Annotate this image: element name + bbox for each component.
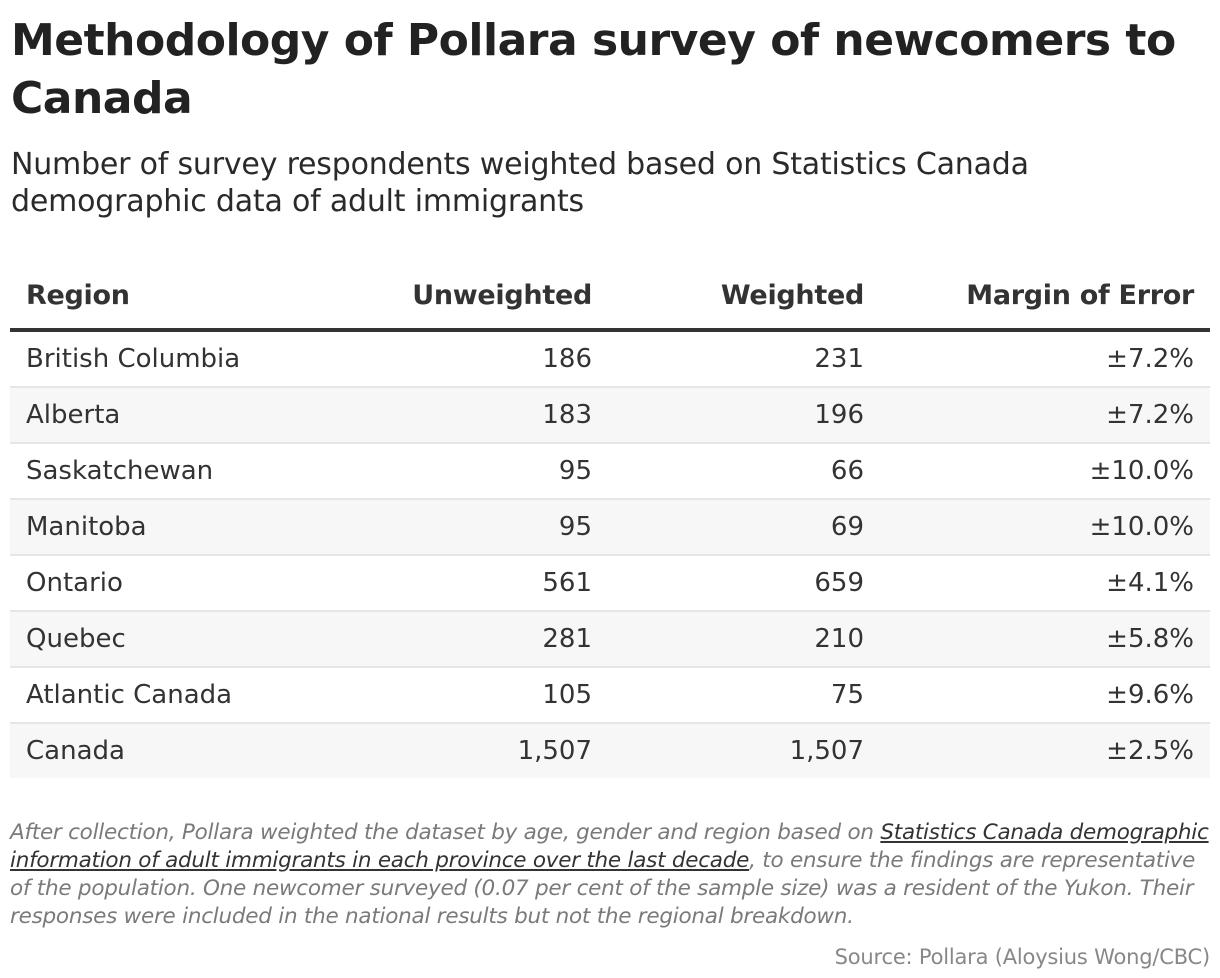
source-credit: Source: Pollara (Aloysius Wong/CBC) [834,945,1211,969]
statcan-demographic-link[interactable]: Statistics Canada demographic informatio… [10,820,1209,873]
region-cell: Manitoba [10,499,350,556]
weighted-cell: 196 [608,387,880,444]
chart-subtitle: Number of survey respondents weighted ba… [11,147,1029,219]
table-row: Quebec 281 210 ±5.8% [10,611,1210,668]
unweighted-cell: 1,507 [350,723,608,778]
table-header-row: Region Unweighted Weighted Margin of Err… [10,262,1210,332]
column-header-unweighted: Unweighted [350,262,608,332]
region-cell: British Columbia [10,330,350,388]
unweighted-cell: 281 [350,611,608,668]
margin-of-error-cell: ±2.5% [880,723,1210,778]
notes-text-before-link: After collection, Pollara weighted the d… [10,820,881,845]
region-cell: Quebec [10,611,350,668]
column-header-margin-of-error: Margin of Error [880,262,1210,332]
table-row: British Columbia 186 231 ±7.2% [10,330,1210,388]
unweighted-cell: 95 [350,443,608,500]
weighted-cell: 66 [608,443,880,500]
weighted-cell: 659 [608,555,880,612]
notes-text-after-link: , to ensure the findings are representat… [10,848,1196,929]
weighted-cell: 210 [608,611,880,668]
region-cell: Ontario [10,555,350,612]
unweighted-cell: 105 [350,667,608,724]
margin-of-error-cell: ±7.2% [880,387,1210,444]
column-header-weighted: Weighted [608,262,880,332]
table-row: Ontario 561 659 ±4.1% [10,555,1210,612]
table-row: Saskatchewan 95 66 ±10.0% [10,443,1210,500]
margin-of-error-cell: ±9.6% [880,667,1210,724]
unweighted-cell: 183 [350,387,608,444]
margin-of-error-cell: ±4.1% [880,555,1210,612]
unweighted-cell: 95 [350,499,608,556]
table-row: Atlantic Canada 105 75 ±9.6% [10,667,1210,724]
table-row: Manitoba 95 69 ±10.0% [10,499,1210,556]
chart-title: Methodology of Pollara survey of newcome… [11,15,1176,124]
methodology-notes: After collection, Pollara weighted the d… [10,819,1215,931]
margin-of-error-cell: ±5.8% [880,611,1210,668]
weighted-cell: 69 [608,499,880,556]
region-cell: Atlantic Canada [10,667,350,724]
region-cell: Alberta [10,387,350,444]
unweighted-cell: 186 [350,330,608,388]
margin-of-error-cell: ±7.2% [880,330,1210,388]
table-row: Alberta 183 196 ±7.2% [10,387,1210,444]
weighted-cell: 231 [608,330,880,388]
unweighted-cell: 561 [350,555,608,612]
margin-of-error-cell: ±10.0% [880,499,1210,556]
weighted-cell: 75 [608,667,880,724]
margin-of-error-cell: ±10.0% [880,443,1210,500]
region-cell: Saskatchewan [10,443,350,500]
weighted-cell: 1,507 [608,723,880,778]
survey-methodology-table: Region Unweighted Weighted Margin of Err… [10,262,1210,778]
region-cell: Canada [10,723,350,778]
table-row-total: Canada 1,507 1,507 ±2.5% [10,723,1210,778]
column-header-region: Region [10,262,350,332]
